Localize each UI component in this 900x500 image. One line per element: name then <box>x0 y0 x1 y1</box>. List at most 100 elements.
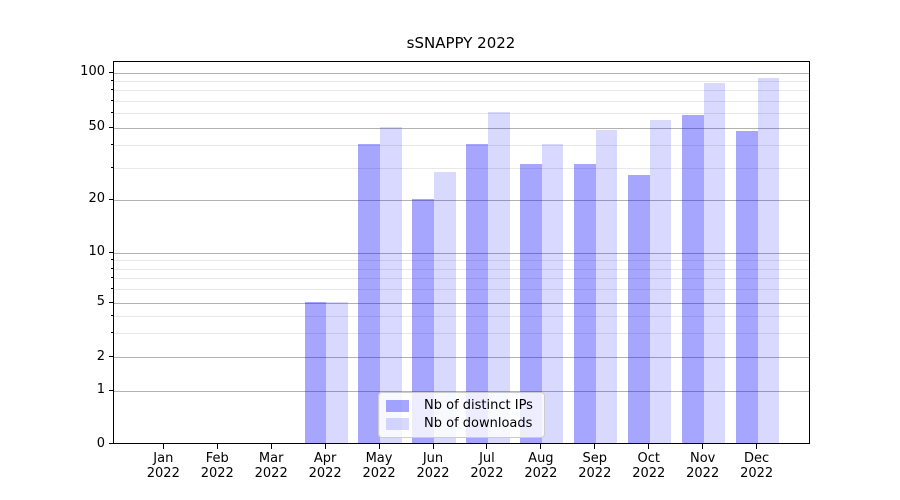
x-tick-label-jan-2022: Jan 2022 <box>133 451 193 481</box>
gridline-minor-y-40 <box>114 145 809 147</box>
x-tick-label-line: 2022 <box>254 466 288 481</box>
y-tick-label-20: 20 <box>88 191 105 206</box>
legend-item-nb-of-downloads: Nb of downloads <box>386 416 536 432</box>
bar-nb-of-downloads-aug-2022 <box>541 144 564 443</box>
x-tick-jul-2022 <box>486 444 488 449</box>
x-tick-label-jun-2022: Jun 2022 <box>403 451 463 481</box>
bar-nb-of-distinct-ips-nov-2022 <box>682 114 704 443</box>
legend-label-nb-of-downloads: Nb of downloads <box>424 415 533 431</box>
y-tick-label-50: 50 <box>88 119 105 134</box>
legend-swatch-nb-of-distinct-ips <box>386 400 409 413</box>
bar-nb-of-downloads-jul-2022 <box>487 112 510 443</box>
bar-nb-of-distinct-ips-aug-2022 <box>520 164 542 443</box>
x-tick-label-may-2022: May 2022 <box>349 451 409 481</box>
bar-nb-of-distinct-ips-apr-2022 <box>304 301 327 443</box>
bar-nb-of-downloads-apr-2022 <box>326 301 348 443</box>
gridline-major-y-2 <box>114 357 809 358</box>
x-tick-dec-2022 <box>756 444 758 449</box>
x-tick-jan-2022 <box>162 444 164 449</box>
x-tick-label-feb-2022: Feb 2022 <box>187 451 247 481</box>
x-tick-label-line: 2022 <box>740 466 774 481</box>
x-tick-label-line: 2022 <box>578 466 612 481</box>
x-tick-label-line: 2022 <box>632 466 666 481</box>
x-tick-label-line: 2022 <box>416 466 450 481</box>
chart-title: sSNAPPY 2022 <box>406 34 516 52</box>
gridline-minor-y-30 <box>114 167 809 169</box>
x-tick-label-jul-2022: Jul 2022 <box>457 451 517 481</box>
x-tick-label-line: Jun <box>422 451 444 466</box>
bar-nb-of-downloads-sep-2022 <box>595 129 618 443</box>
bar-nb-of-downloads-oct-2022 <box>649 120 672 443</box>
x-tick-label-line: Oct <box>637 451 660 466</box>
x-tick-feb-2022 <box>216 444 218 449</box>
gridline-minor-y-8 <box>114 268 809 270</box>
x-tick-oct-2022 <box>648 444 650 449</box>
gridline-major-y-50 <box>114 127 809 129</box>
x-tick-label-line: Nov <box>690 451 716 466</box>
bar-nb-of-distinct-ips-dec-2022 <box>736 131 758 443</box>
x-tick-label-line: 2022 <box>146 466 180 481</box>
x-tick-label-line: Dec <box>744 451 770 466</box>
gridline-major-y-10 <box>114 252 809 254</box>
bar-nb-of-downloads-nov-2022 <box>703 82 726 443</box>
legend-item-nb-of-distinct-ips: Nb of distinct IPs <box>386 398 536 414</box>
x-tick-label-line: 2022 <box>308 466 342 481</box>
x-tick-label-aug-2022: Aug 2022 <box>511 451 571 481</box>
bar-nb-of-downloads-dec-2022 <box>757 77 780 443</box>
legend-swatch-nb-of-downloads <box>386 417 409 430</box>
x-tick-label-line: 2022 <box>200 466 234 481</box>
x-tick-label-oct-2022: Oct 2022 <box>619 451 679 481</box>
bar-nb-of-distinct-ips-jul-2022 <box>466 144 488 443</box>
gridline-minor-y-7 <box>114 278 809 280</box>
x-tick-label-nov-2022: Nov 2022 <box>673 451 733 481</box>
x-tick-label-sep-2022: Sep 2022 <box>565 451 625 481</box>
x-tick-sep-2022 <box>594 444 596 449</box>
gridline-major-y-5 <box>114 302 809 304</box>
bar-nb-of-downloads-jun-2022 <box>434 172 456 443</box>
x-tick-label-apr-2022: Apr 2022 <box>295 451 355 481</box>
x-tick-label-line: 2022 <box>686 466 720 481</box>
y-tick-label-0: 0 <box>96 435 105 451</box>
x-tick-jun-2022 <box>432 444 434 449</box>
x-tick-label-mar-2022: Mar 2022 <box>241 451 301 481</box>
x-tick-mar-2022 <box>270 444 272 449</box>
x-tick-label-line: Apr <box>313 451 337 466</box>
y-tick-label-2: 2 <box>96 348 105 364</box>
legend-label-nb-of-distinct-ips: Nb of distinct IPs <box>424 398 533 414</box>
gridline-minor-y-3 <box>114 332 809 334</box>
gridline-minor-y-6 <box>114 289 809 291</box>
gridline-major-y-1 <box>114 390 809 392</box>
bar-nb-of-distinct-ips-sep-2022 <box>574 164 596 443</box>
bar-nb-of-distinct-ips-oct-2022 <box>628 174 650 443</box>
x-tick-label-line: 2022 <box>362 466 396 481</box>
legend: Nb of distinct IPs Nb of downloads <box>378 392 545 438</box>
x-tick-label-line: 2022 <box>524 466 558 481</box>
gridline-minor-y-60 <box>114 113 809 115</box>
x-tick-nov-2022 <box>702 444 704 449</box>
x-tick-label-line: Feb <box>205 451 229 466</box>
gridline-major-y-100 <box>114 72 809 74</box>
gridline-minor-y-4 <box>114 315 809 317</box>
y-tick-label-100: 100 <box>80 64 105 80</box>
plot-area: Nb of distinct IPs Nb of downloads <box>113 61 810 444</box>
x-tick-may-2022 <box>378 444 380 449</box>
x-tick-label-line: Jan <box>153 451 174 466</box>
y-tick-label-5: 5 <box>96 294 105 309</box>
gridline-minor-y-70 <box>114 100 809 102</box>
bar-nb-of-distinct-ips-may-2022 <box>358 144 381 443</box>
gridline-minor-y-80 <box>114 90 809 92</box>
x-tick-aug-2022 <box>540 444 542 449</box>
y-tick-label-10: 10 <box>88 244 105 260</box>
bar-nb-of-distinct-ips-jun-2022 <box>412 198 434 443</box>
x-tick-apr-2022 <box>324 444 326 449</box>
x-tick-label-line: Aug <box>528 451 554 466</box>
gridline-major-y-20 <box>114 199 809 201</box>
x-tick-label-line: Mar <box>258 451 284 466</box>
gridline-minor-y-90 <box>114 81 809 83</box>
bar-nb-of-downloads-may-2022 <box>380 126 402 443</box>
gridline-minor-y-9 <box>114 260 809 262</box>
x-tick-label-line: Sep <box>582 451 608 466</box>
x-tick-label-line: Jul <box>479 451 495 466</box>
y-tick-label-1: 1 <box>96 382 105 397</box>
